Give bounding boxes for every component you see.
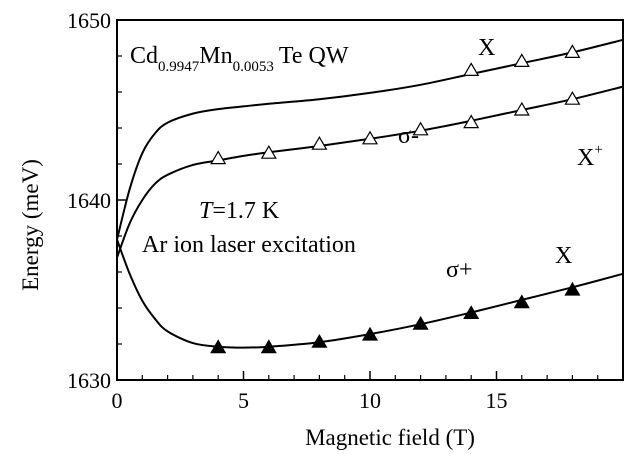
open-triangle-point (564, 91, 581, 105)
open-triangle-point (513, 101, 530, 116)
filled-triangle-point (463, 305, 480, 319)
open-triangle-point (463, 62, 480, 77)
trion-superscript: + (594, 142, 602, 158)
sample-mn-subscript: 0.0053 (233, 59, 274, 75)
temperature-label: T=1.7 K (199, 198, 280, 224)
tick-marks (116, 19, 599, 381)
open-triangle-point (311, 136, 328, 150)
fit-curve-3 (116, 38, 624, 240)
fit-curve-4 (116, 85, 624, 258)
y-tick-label: 1650 (67, 8, 111, 33)
sigma-plus-label: σ+ (446, 257, 472, 283)
x-axis-label: Magnetic field (T) (305, 425, 475, 450)
sample-mn: Mn (199, 43, 232, 69)
filled-triangle-point (412, 316, 429, 330)
filled-triangle-point (260, 339, 277, 354)
x-tick-label: 10 (359, 388, 381, 413)
open-triangle-point (513, 53, 530, 68)
filled-triangle-point (564, 281, 581, 296)
fit-curve-5 (116, 239, 624, 349)
open-triangle-point (463, 114, 480, 129)
open-triangle-point (412, 121, 429, 136)
trion-base: X (577, 145, 594, 171)
y-axis-label: Energy (meV) (18, 159, 43, 291)
excitation-label: Ar ion laser excitation (142, 232, 356, 258)
open-triangle-point (361, 130, 379, 145)
data-markers (210, 44, 581, 354)
open-triangle-point (564, 44, 581, 59)
open-triangle-point (260, 145, 277, 159)
exciton-lower-label: X (555, 243, 572, 269)
y-tick-label: 1630 (67, 368, 111, 393)
open-triangle-point (210, 150, 227, 165)
trion-label: X+ (577, 142, 603, 171)
filled-triangle-point (311, 334, 328, 348)
y-tick-label: 1640 (67, 188, 111, 213)
tick-labels: 0 5 10 15 1630 1640 1650 (67, 8, 508, 413)
exciton-upper-label: X (478, 35, 495, 61)
sample-cd-subscript: 0.9947 (158, 59, 200, 75)
sample-cd: Cd (130, 43, 158, 69)
fit-curves (116, 38, 624, 349)
temperature-value: =1.7 K (212, 198, 280, 224)
filled-triangle-point (513, 294, 530, 309)
filled-triangle-point (361, 326, 379, 341)
sample-rest: Te QW (279, 43, 349, 69)
filled-triangle-point (210, 339, 227, 354)
temperature-variable: T (199, 198, 214, 224)
x-tick-label: 0 (112, 388, 123, 413)
x-tick-label: 15 (486, 388, 508, 413)
sample-label: Cd0.9947Mn0.0053 Te QW (130, 43, 349, 75)
x-tick-label: 5 (238, 388, 249, 413)
sigma-minus-label: σ- (398, 123, 419, 149)
